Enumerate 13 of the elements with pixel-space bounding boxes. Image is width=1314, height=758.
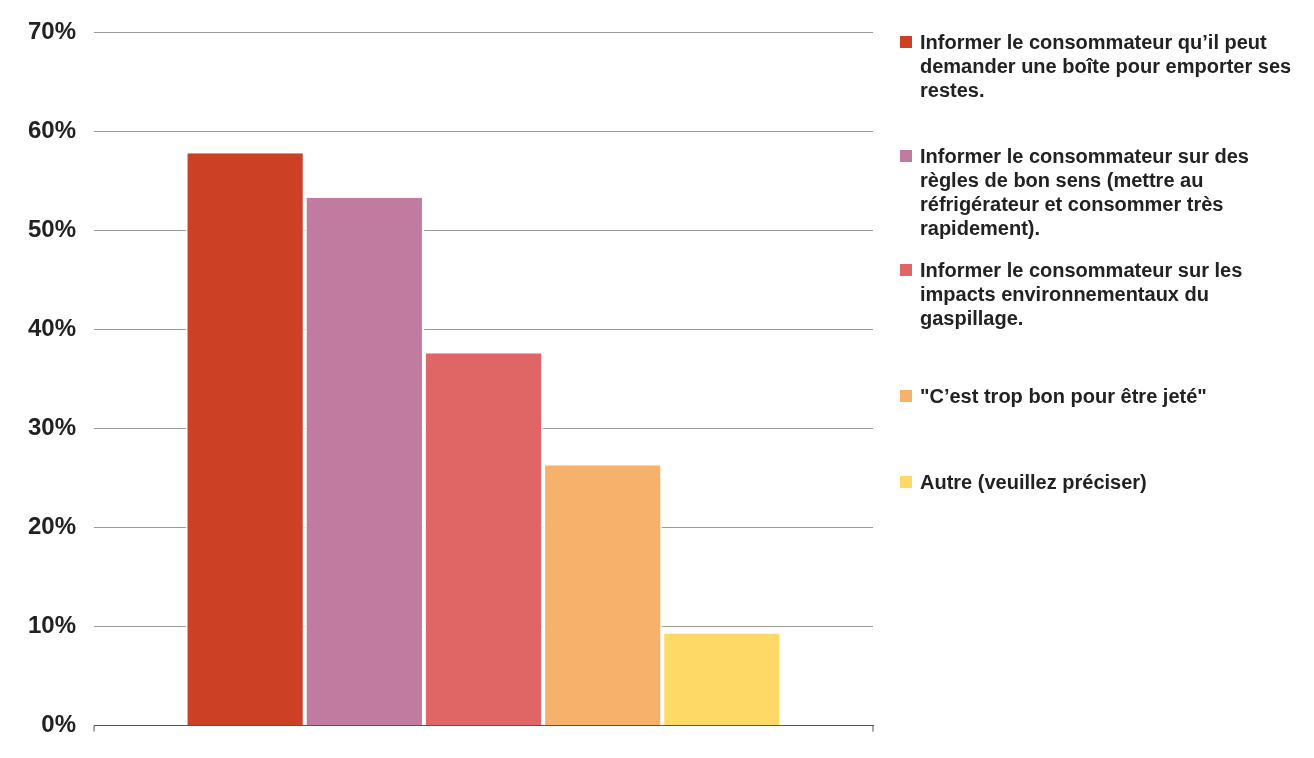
y-tick-label: 10% [27, 611, 77, 639]
y-tick-label: 30% [27, 413, 77, 441]
y-tick-label: 60% [27, 116, 77, 144]
y-tick-label: 0% [41, 710, 77, 738]
legend-label: Informer le consommateur sur des règles de bon sens (mettre au réfrigérateur et consommer très rapidement). [920, 144, 1250, 240]
legend-label: Informer le consommateur qu’il peut demander une boîte pour emporter ses restes. [920, 30, 1293, 102]
y-tick-label: 70% [27, 17, 77, 45]
legend-label: "C’est trop bon pour être jeté" [920, 384, 1207, 408]
y-tick-label: 40% [27, 314, 77, 342]
y-tick-label: 50% [27, 215, 77, 243]
legend-label: Autre (veuillez préciser) [920, 470, 1147, 494]
y-tick-label: 20% [27, 512, 77, 540]
legend-label: Informer le consommateur sur les impacts environnementaux du gaspillage. [920, 258, 1244, 330]
